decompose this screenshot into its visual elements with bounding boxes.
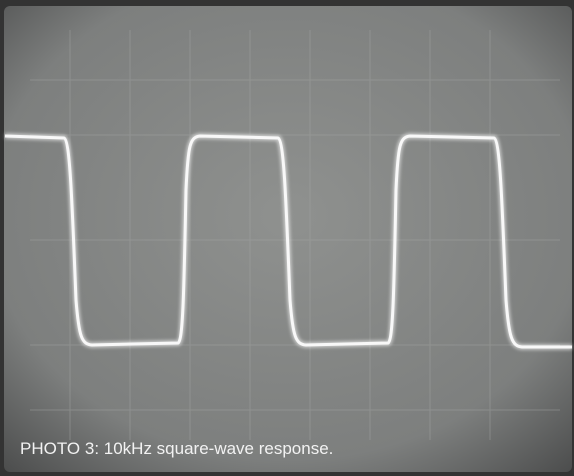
oscilloscope-photo: PHOTO 3: 10kHz square-wave response. bbox=[0, 0, 574, 476]
caption: PHOTO 3: 10kHz square-wave response. bbox=[20, 439, 333, 458]
page: PHOTO 3: 10kHz square-wave response. (()… bbox=[0, 0, 574, 476]
